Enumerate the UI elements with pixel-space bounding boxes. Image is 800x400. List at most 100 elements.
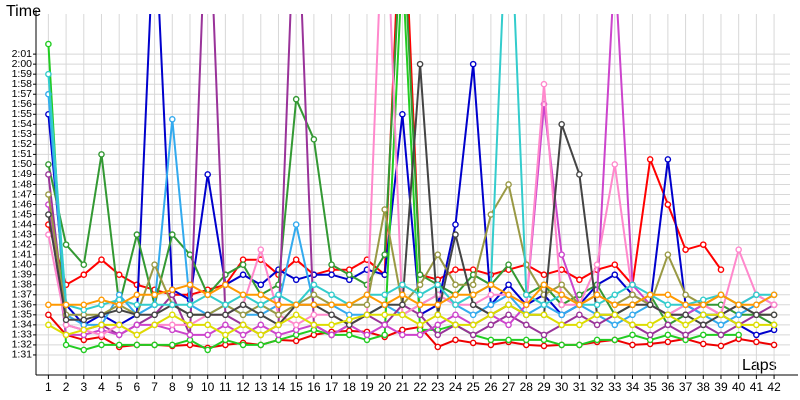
lap-marker bbox=[434, 343, 442, 351]
lap-marker bbox=[328, 331, 335, 339]
lap-marker bbox=[98, 151, 105, 158]
lap-marker bbox=[558, 311, 565, 319]
lap-marker bbox=[98, 321, 105, 329]
y-tick-label: 1:57 bbox=[12, 88, 33, 100]
lap-marker bbox=[239, 271, 247, 279]
lap-marker bbox=[45, 191, 52, 198]
lap-marker bbox=[62, 241, 70, 248]
lap-marker bbox=[469, 311, 477, 319]
y-tick-label: 1:42 bbox=[12, 238, 33, 250]
lap-marker bbox=[328, 311, 335, 319]
x-tick-label: 26 bbox=[484, 380, 498, 394]
lap-marker bbox=[168, 301, 176, 309]
lap-marker bbox=[664, 321, 672, 329]
lap-marker bbox=[434, 251, 442, 258]
lap-marker bbox=[664, 201, 672, 208]
lap-marker bbox=[558, 321, 565, 329]
lap-marker bbox=[522, 301, 530, 309]
lap-marker bbox=[664, 301, 672, 309]
y-tick-label: 1:55 bbox=[12, 108, 33, 120]
x-tick-label: 38 bbox=[697, 380, 711, 394]
lap-marker bbox=[186, 301, 194, 309]
lap-marker bbox=[168, 115, 176, 123]
lap-marker bbox=[45, 321, 52, 329]
lap-marker bbox=[168, 286, 176, 294]
lap-marker bbox=[381, 331, 388, 339]
lap-marker bbox=[593, 311, 601, 319]
lap-marker bbox=[381, 321, 388, 329]
lap-marker bbox=[487, 321, 495, 329]
lap-marker bbox=[646, 301, 654, 309]
lap-marker bbox=[310, 291, 318, 299]
x-tick-label: 12 bbox=[236, 380, 250, 394]
lap-marker bbox=[257, 246, 265, 253]
y-axis-title: Time bbox=[6, 3, 41, 20]
lap-marker bbox=[239, 321, 247, 329]
lap-marker bbox=[540, 80, 548, 88]
x-tick-label: 11 bbox=[219, 380, 232, 394]
x-tick-label: 4 bbox=[98, 380, 105, 394]
lap-marker bbox=[363, 291, 371, 299]
lap-marker bbox=[735, 301, 742, 309]
x-tick-label: 30 bbox=[555, 380, 569, 394]
lap-marker bbox=[292, 321, 300, 329]
lap-marker bbox=[540, 301, 548, 309]
x-tick-label: 42 bbox=[767, 380, 781, 394]
lap-marker bbox=[133, 341, 141, 349]
lap-marker bbox=[328, 291, 335, 299]
lap-marker bbox=[735, 311, 742, 319]
lap-marker bbox=[558, 121, 565, 128]
lap-marker bbox=[469, 339, 477, 347]
lap-marker bbox=[646, 331, 654, 339]
lap-marker bbox=[522, 336, 530, 344]
lap-marker bbox=[434, 311, 442, 319]
lap-marker bbox=[310, 321, 318, 329]
lap-marker bbox=[151, 261, 158, 268]
lap-marker bbox=[664, 338, 672, 346]
lap-marker bbox=[664, 291, 672, 299]
lap-marker bbox=[753, 301, 760, 309]
plot-area bbox=[45, 14, 778, 354]
lap-marker bbox=[186, 321, 194, 329]
lap-marker bbox=[699, 241, 707, 248]
x-tick-label: 28 bbox=[520, 380, 534, 394]
lap-marker bbox=[699, 321, 707, 329]
lap-marker bbox=[664, 156, 672, 163]
lap-marker bbox=[770, 321, 778, 329]
lap-marker bbox=[45, 231, 52, 238]
lap-marker bbox=[239, 311, 247, 319]
y-tick-label: 1:31 bbox=[12, 349, 33, 361]
lap-marker bbox=[168, 231, 176, 238]
lap-marker bbox=[699, 331, 707, 339]
y-tick-label: 1:48 bbox=[12, 178, 33, 190]
lap-marker bbox=[292, 95, 300, 103]
lap-marker bbox=[611, 311, 619, 319]
lap-marker bbox=[45, 171, 52, 178]
x-tick-label: 9 bbox=[187, 380, 194, 394]
lap-marker bbox=[292, 301, 300, 309]
lap-marker bbox=[151, 291, 158, 299]
lap-marker bbox=[558, 341, 565, 349]
lap-marker bbox=[45, 70, 52, 78]
y-tick-label: 1:51 bbox=[12, 148, 33, 160]
lap-marker bbox=[593, 336, 601, 344]
lap-marker bbox=[770, 301, 778, 309]
lap-marker bbox=[611, 336, 619, 344]
lap-marker bbox=[434, 331, 442, 339]
lap-marker bbox=[540, 271, 548, 279]
lap-marker bbox=[611, 321, 619, 329]
lap-marker bbox=[558, 281, 565, 289]
lap-marker bbox=[469, 321, 477, 329]
lap-marker bbox=[381, 301, 388, 309]
lap-marker bbox=[363, 311, 371, 319]
lap-marker bbox=[186, 331, 194, 339]
lap-marker bbox=[682, 301, 689, 309]
lap-marker bbox=[204, 346, 211, 354]
lap-marker bbox=[611, 161, 619, 168]
x-tick-label: 2 bbox=[63, 380, 70, 394]
x-tick-label: 7 bbox=[151, 380, 158, 394]
lap-marker bbox=[204, 291, 211, 299]
lap-marker bbox=[505, 281, 512, 289]
lap-marker bbox=[257, 321, 265, 329]
lap-marker bbox=[275, 301, 282, 309]
